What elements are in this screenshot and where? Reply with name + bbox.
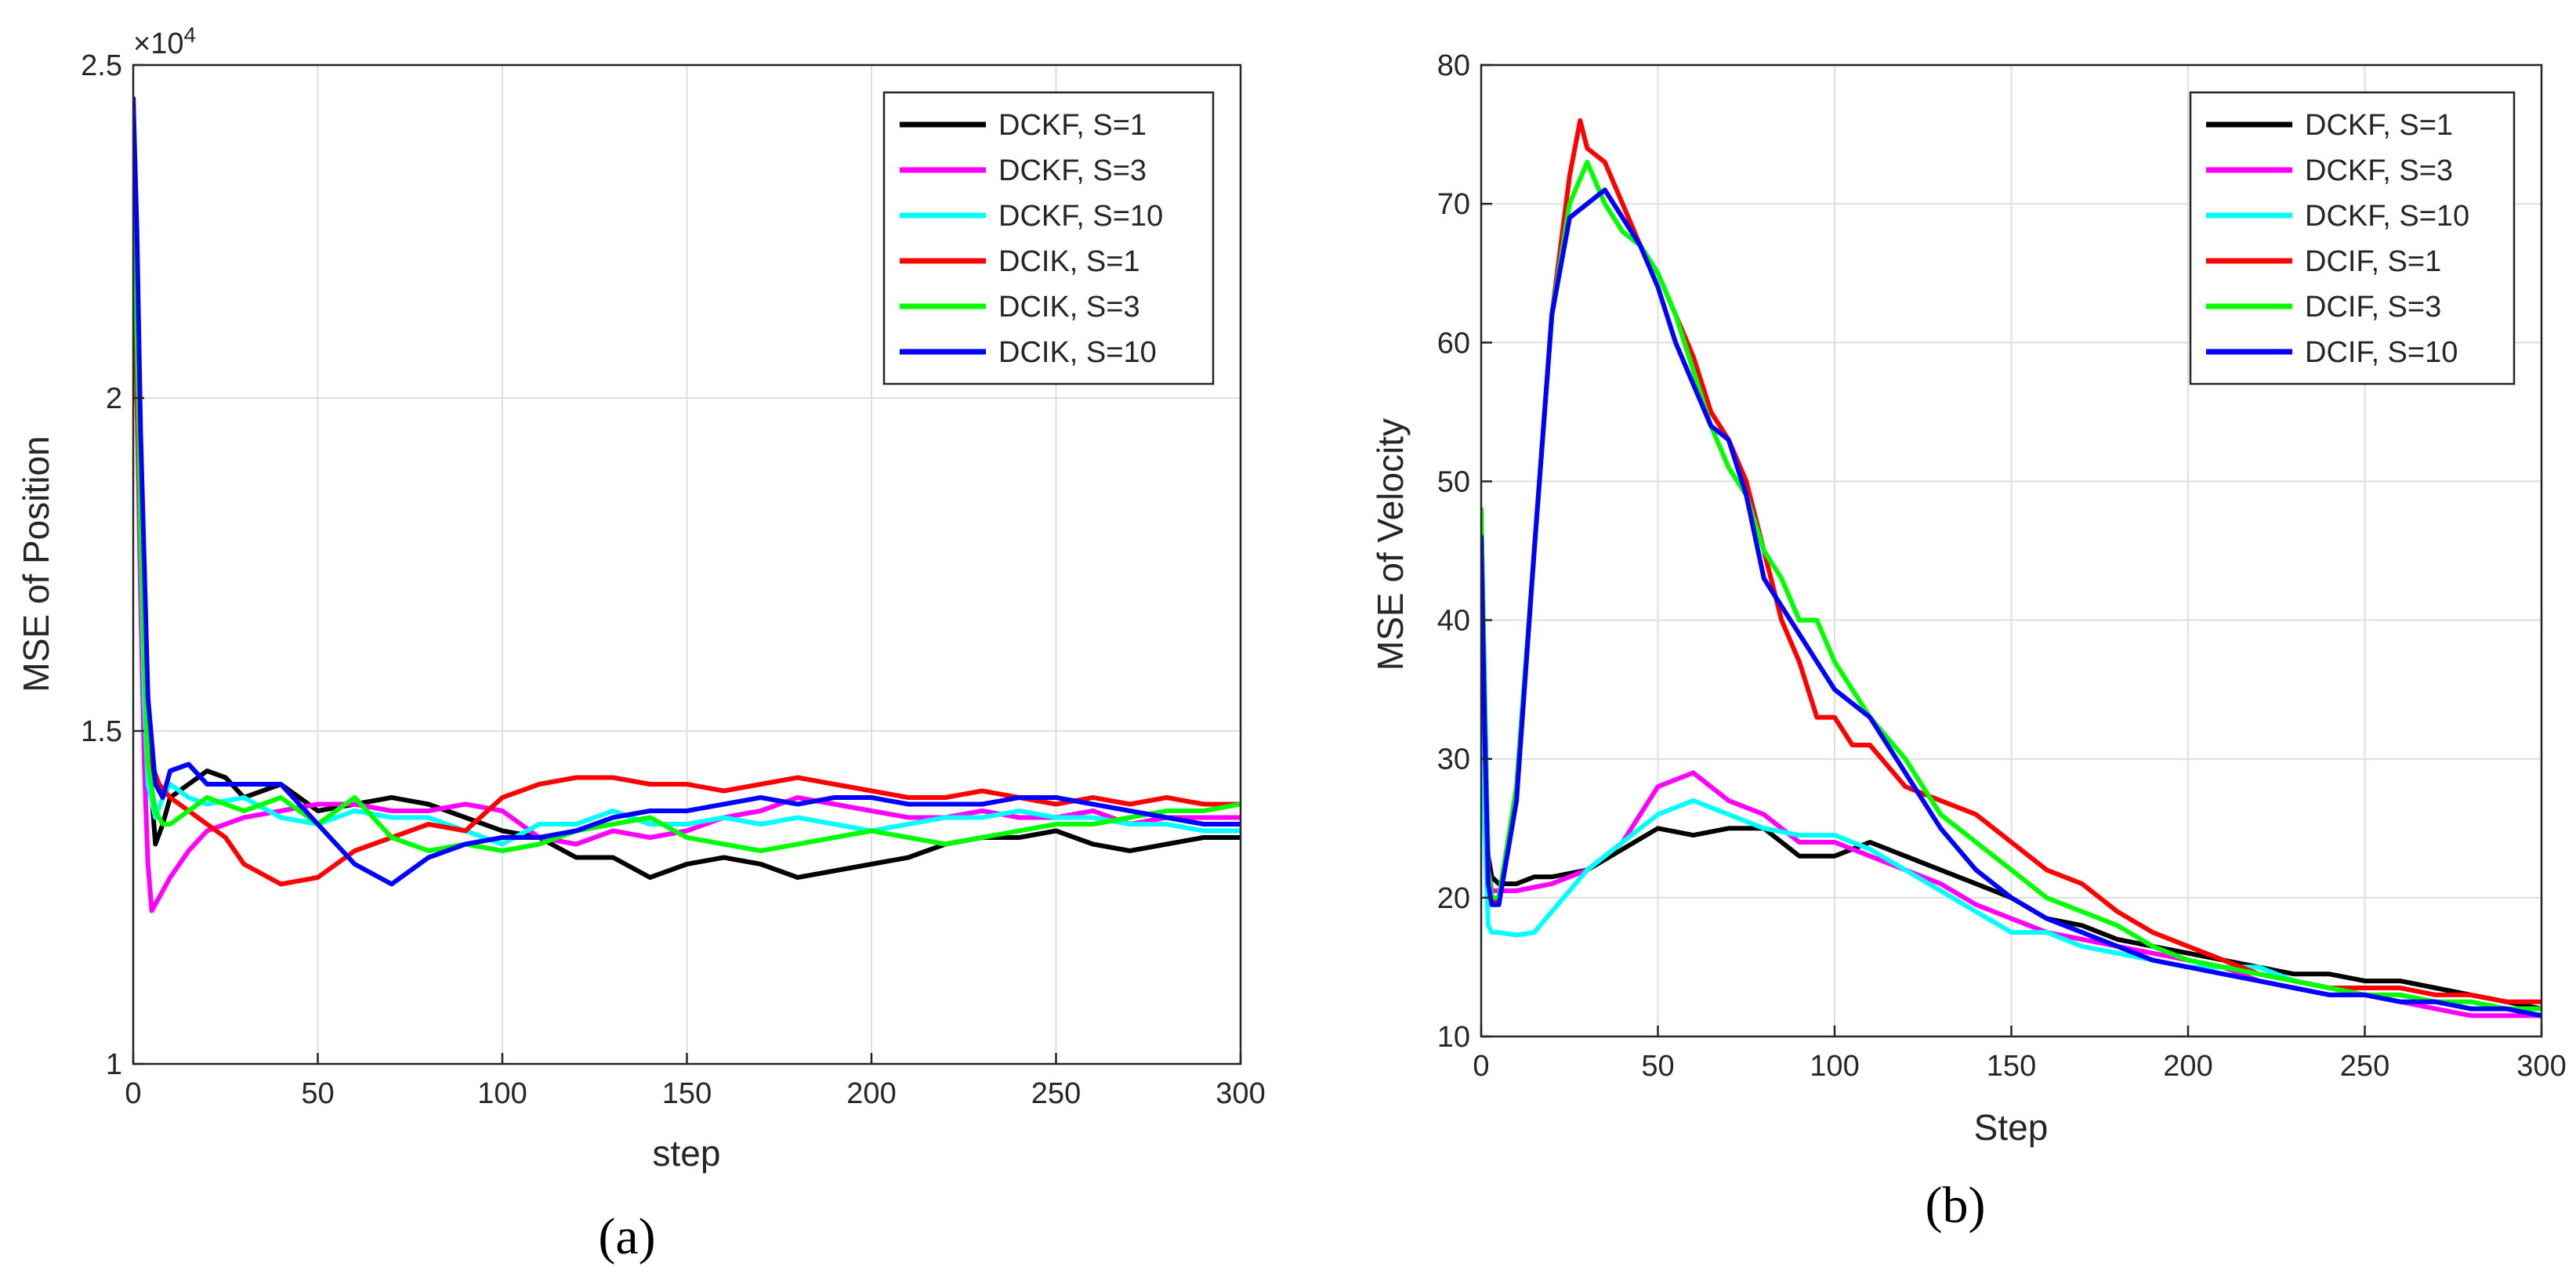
chart-a-exponent-label: ×104 bbox=[133, 23, 196, 60]
chart-b-y-tick-label-3: 40 bbox=[1437, 605, 1470, 638]
chart-a-x-axis-label: step bbox=[653, 1133, 721, 1174]
chart-b-x-tick-label-3: 150 bbox=[1987, 1050, 2036, 1083]
chart-b-legend-label-2: DCKF, S=3 bbox=[2305, 154, 2453, 187]
chart-a-legend-label-1: DCKF, S=1 bbox=[998, 109, 1147, 142]
chart-a-x-tick-label-5: 250 bbox=[1031, 1077, 1081, 1110]
chart-b-x-tick-label-2: 100 bbox=[1810, 1050, 1859, 1083]
chart-a-series bbox=[133, 96, 1241, 913]
chart-b-y-ticks: 10 20 30 40 50 60 70 80 bbox=[1437, 49, 1492, 1054]
chart-a-series-line-4 bbox=[133, 96, 1241, 887]
chart-a-x-tick-label-1: 50 bbox=[301, 1077, 334, 1110]
chart-b-series bbox=[1481, 118, 2542, 1018]
chart-a-x-tick-label-4: 200 bbox=[846, 1077, 896, 1110]
chart-b-x-tick-label-5: 250 bbox=[2340, 1050, 2389, 1083]
chart-b-x-axis-label: Step bbox=[1974, 1107, 2049, 1148]
chart-b-legend-box bbox=[2189, 91, 2516, 385]
chart-b-y-tick-label-4: 50 bbox=[1437, 465, 1470, 498]
chart-b-x-tick-label-4: 200 bbox=[2163, 1050, 2212, 1083]
chart-a-legend-label-4: DCIK, S=1 bbox=[998, 245, 1140, 278]
chart-b-legend-label-5: DCIF, S=3 bbox=[2305, 291, 2441, 324]
chart-b-y-tick-label-2: 30 bbox=[1437, 743, 1470, 776]
chart-a-y-tick-label-1: 1.5 bbox=[81, 715, 122, 748]
chart-a-legend-label-5: DCIK, S=3 bbox=[998, 291, 1140, 324]
chart-a-y-tick-label-0: 1 bbox=[106, 1048, 122, 1081]
chart-b-series-line-1 bbox=[1481, 548, 2542, 1011]
chart-b-y-tick-label-6: 70 bbox=[1437, 188, 1470, 221]
chart-a-legend-label-3: DCKF, S=10 bbox=[998, 200, 1163, 233]
chart-b-y-tick-label-0: 10 bbox=[1437, 1021, 1470, 1054]
chart-b-x-tick-label-1: 50 bbox=[1641, 1050, 1674, 1083]
chart-b-x-ticks: 0 50 100 150 200 250 300 bbox=[1473, 1026, 2567, 1083]
chart-b-y-tick-label-1: 20 bbox=[1437, 882, 1470, 915]
chart-b-legend: DCKF, S=1 DCKF, S=3 DCKF, S=10 DCIF, S=1 DCI… bbox=[2189, 91, 2516, 385]
chart-a-y-tick-label-3: 2.5 bbox=[81, 49, 122, 82]
chart-b-legend-label-4: DCIF, S=1 bbox=[2305, 245, 2441, 278]
chart-a-legend-box bbox=[882, 91, 1215, 385]
chart-a-y-tick-label-2: 2 bbox=[106, 382, 122, 415]
chart-a-panel-label: (a) bbox=[598, 1208, 655, 1265]
chart-a-x-tick-label-3: 150 bbox=[662, 1077, 712, 1110]
chart-b-y-tick-label-7: 80 bbox=[1437, 49, 1470, 82]
chart-b-legend-label-6: DCIF, S=10 bbox=[2305, 336, 2458, 369]
chart-a-x-tick-label-0: 0 bbox=[125, 1077, 141, 1110]
chart-a-x-tick-label-2: 100 bbox=[477, 1077, 527, 1110]
chart-a: 0 50 100 150 200 250 300 1 1.5 2 2.5 ×104 step MS… bbox=[16, 23, 1266, 1265]
chart-a-legend: DCKF, S=1 DCKF, S=3 DCKF, S=10 DCIK, S=1 DCI… bbox=[882, 91, 1215, 385]
chart-a-series-line-5 bbox=[133, 129, 1241, 853]
chart-b-panel-label: (b) bbox=[1926, 1177, 1986, 1234]
chart-a-series-line-6 bbox=[133, 96, 1241, 887]
chart-b-y-tick-label-5: 60 bbox=[1437, 327, 1470, 360]
chart-a-x-tick-label-6: 300 bbox=[1216, 1077, 1265, 1110]
chart-b-legend-label-1: DCKF, S=1 bbox=[2305, 109, 2453, 142]
chart-a-legend-label-6: DCIK, S=10 bbox=[998, 336, 1157, 369]
chart-b-x-tick-label-6: 300 bbox=[2516, 1050, 2566, 1083]
chart-a-x-ticks: 0 50 100 150 200 250 300 bbox=[125, 1053, 1266, 1110]
chart-a-legend-label-2: DCKF, S=3 bbox=[998, 154, 1147, 187]
chart-b-y-axis-label: MSE of Velocity bbox=[1370, 418, 1411, 671]
chart-a-y-axis-label: MSE of Position bbox=[16, 436, 56, 692]
chart-b-series-line-6 bbox=[1481, 187, 2542, 1018]
chart-a-y-ticks: 1 1.5 2 2.5 bbox=[81, 49, 144, 1081]
chart-b-x-tick-label-0: 0 bbox=[1473, 1050, 1489, 1083]
chart-b-legend-label-3: DCKF, S=10 bbox=[2305, 200, 2469, 233]
chart-b: 0 50 100 150 200 250 300 10 20 30 40 50 60 70 80 Step… bbox=[1370, 49, 2567, 1234]
